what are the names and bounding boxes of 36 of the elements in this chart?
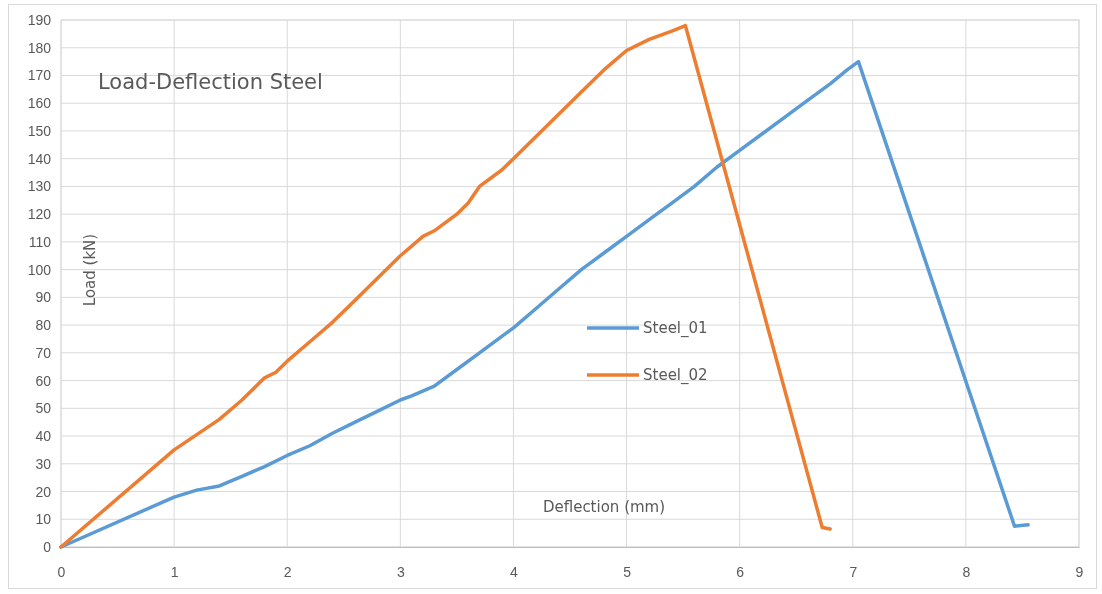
x-tick-label: 6 bbox=[736, 563, 745, 580]
x-axis-title: Deflection (mm) bbox=[542, 498, 666, 516]
y-tick-label: 20 bbox=[35, 483, 52, 500]
y-tick-label: 170 bbox=[27, 67, 52, 84]
y-tick-label: 10 bbox=[35, 511, 52, 528]
x-tick-label: 3 bbox=[396, 563, 405, 580]
y-tick-label: 100 bbox=[27, 261, 52, 278]
x-tick-label: 8 bbox=[962, 563, 971, 580]
y-tick-label: 130 bbox=[27, 178, 52, 195]
y-tick-label: 180 bbox=[27, 39, 52, 56]
y-tick-label: 150 bbox=[27, 122, 52, 139]
x-tick-label: 1 bbox=[170, 563, 179, 580]
y-axis-title: Load (kN) bbox=[81, 233, 99, 307]
legend-label: Steel_02 bbox=[643, 366, 708, 385]
line-series bbox=[59, 23, 832, 549]
y-tick-label: 140 bbox=[27, 150, 52, 167]
x-tick-label: 7 bbox=[849, 563, 858, 580]
y-tick-label: 70 bbox=[35, 344, 52, 361]
y-tick-label: 80 bbox=[35, 317, 52, 334]
y-tick-label: 0 bbox=[43, 538, 52, 555]
y-tick-label: 190 bbox=[27, 11, 52, 28]
y-tick-label: 160 bbox=[27, 95, 52, 112]
legend-label: Steel_01 bbox=[643, 319, 708, 338]
x-tick-label: 9 bbox=[1075, 563, 1084, 580]
y-tick-label: 60 bbox=[35, 372, 52, 389]
text: Load-Deflection Steel bbox=[98, 70, 323, 94]
y-tick-label: 40 bbox=[35, 428, 52, 445]
x-tick-label: 2 bbox=[283, 563, 292, 580]
y-tick-label: 110 bbox=[28, 233, 52, 250]
x-tick-label: 0 bbox=[57, 563, 66, 580]
y-tick-label: 50 bbox=[35, 400, 52, 417]
y-tick-label: 120 bbox=[27, 206, 52, 223]
x-tick-label: 5 bbox=[623, 563, 632, 580]
y-tick-label: 90 bbox=[35, 289, 52, 306]
x-tick-label: 4 bbox=[510, 563, 519, 580]
y-tick-label: 30 bbox=[35, 455, 52, 472]
